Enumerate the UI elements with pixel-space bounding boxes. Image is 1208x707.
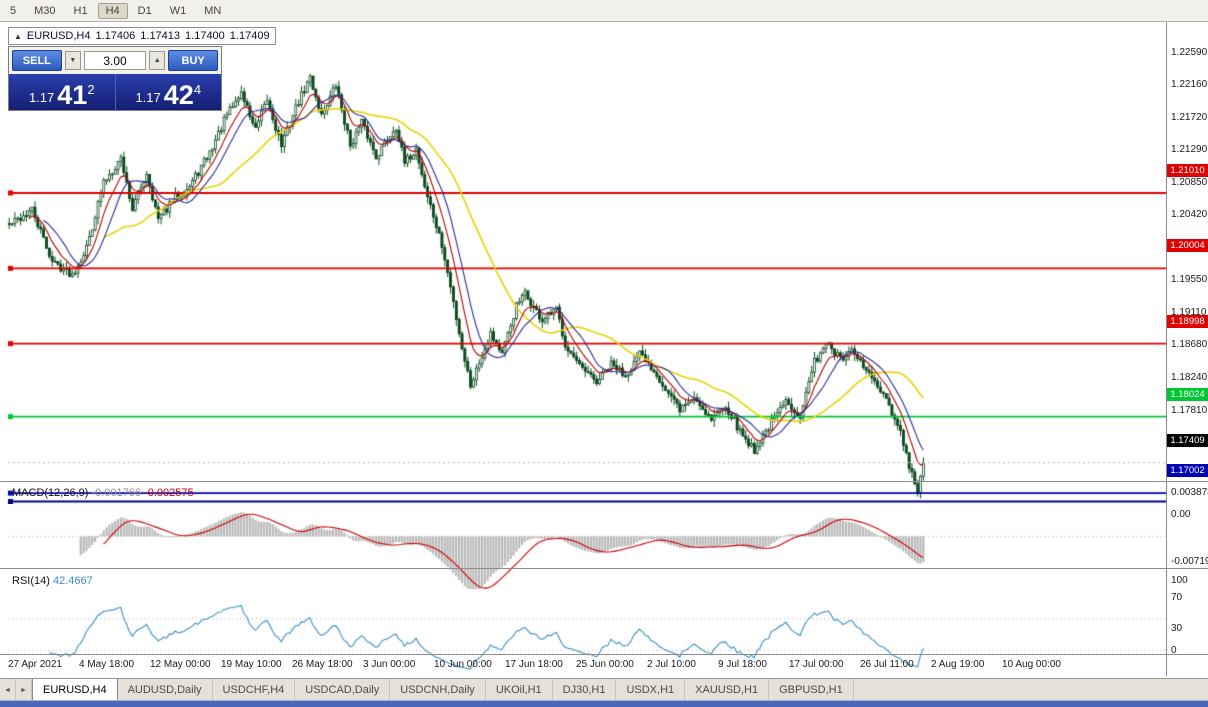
collapse-trade-panel-icon[interactable]: ▲ — [14, 31, 22, 41]
rsi-name: RSI(14) — [12, 575, 50, 587]
lot-decrease-button[interactable]: ▼ — [64, 51, 81, 70]
sell-price-display[interactable]: 1.17 41 2 — [9, 74, 115, 110]
time-axis-label: 12 May 00:00 — [150, 659, 211, 670]
tab-gbpusd-h1[interactable]: GBPUSD,H1 — [769, 679, 854, 701]
ohlc-close: 1.17409 — [229, 30, 270, 42]
price-axis-tick: 1.22160 — [1171, 78, 1208, 90]
tab-usdcad-daily[interactable]: USDCAD,Daily — [295, 679, 391, 701]
price-chart-canvas[interactable] — [0, 50, 1166, 504]
hline-price-tag: 1.21010 — [1167, 164, 1208, 177]
macd-axis-label: 0.003873 — [1171, 487, 1208, 498]
price-axis-tick: 1.19110 — [1171, 307, 1207, 319]
hline-price-tag: 1.18998 — [1167, 314, 1208, 328]
buy-price-fraction: 4 — [193, 82, 202, 97]
price-axis-tick: 1.21720 — [1171, 111, 1208, 123]
macd-name: MACD(12,26,9) — [12, 487, 89, 499]
timeframe-button-mn[interactable]: MN — [204, 4, 222, 17]
tab-audusd-daily[interactable]: AUDUSD,Daily — [118, 679, 213, 701]
tab-usdx-h1[interactable]: USDX,H1 — [616, 679, 686, 701]
time-axis-label: 10 Aug 00:00 — [1002, 659, 1061, 670]
timeframe-button-h4[interactable]: H4 — [97, 2, 128, 19]
price-axis-tick: 1.19550 — [1171, 274, 1208, 286]
buy-price-prefix: 1.17 — [135, 90, 161, 105]
rsi-axis-label: 100 — [1171, 575, 1188, 586]
lot-size-input[interactable] — [84, 51, 146, 70]
panel-separator — [0, 481, 1208, 482]
sell-price-prefix: 1.17 — [28, 90, 55, 105]
time-axis-label: 27 Apr 2021 — [8, 659, 62, 670]
macd-signal-value: -0.002575 — [144, 487, 194, 499]
time-axis-label: 2 Aug 19:00 — [931, 659, 985, 670]
tab-xauusd-h1[interactable]: XAUUSD,H1 — [685, 679, 770, 701]
price-axis-tick: 1.21290 — [1171, 144, 1208, 156]
hline-price-tag: 1.17002 — [1167, 464, 1208, 478]
lot-increase-button[interactable]: ▲ — [149, 51, 166, 70]
sell-price-fraction: 2 — [87, 82, 95, 97]
buy-price-pips: 42 — [163, 79, 194, 110]
price-axis-tick: 1.20850 — [1171, 176, 1208, 188]
panel-separator — [0, 654, 1208, 655]
chart-window — [0, 22, 1208, 678]
timeframe-button-h1[interactable]: H1 — [73, 4, 88, 17]
time-axis-label: 17 Jun 18:00 — [505, 659, 563, 670]
rsi-axis-label: 30 — [1171, 623, 1183, 635]
time-axis-label: 9 Jul 18:00 — [718, 659, 767, 670]
price-axis-separator — [1166, 22, 1167, 676]
macd-indicator-canvas[interactable] — [0, 508, 1166, 589]
price-axis-tick: 1.20420 — [1171, 209, 1208, 221]
price-axis-tick: 1.18680 — [1171, 339, 1208, 351]
tab-scroll-right-icon[interactable]: ► — [16, 679, 32, 701]
price-axis-tick: 1.18240 — [1171, 372, 1208, 384]
timeframe-button-m30[interactable]: M30 — [34, 4, 56, 17]
buy-price-display[interactable]: 1.17 42 4 — [116, 74, 222, 110]
tab-dj30-h1[interactable]: DJ30,H1 — [553, 679, 617, 701]
sell-button[interactable]: SELL — [12, 50, 62, 71]
macd-main-value: -0.001766 — [91, 487, 142, 499]
time-axis-label: 26 Jul 11:00 — [860, 659, 914, 670]
time-axis-label: 26 May 18:00 — [292, 659, 353, 670]
rsi-axis-label: 0 — [1171, 645, 1177, 656]
timeframe-button-5[interactable]: 5 — [10, 4, 17, 17]
horizontal-scrollbar[interactable] — [0, 700, 1208, 707]
rsi-axis-label: 70 — [1171, 591, 1183, 603]
tab-ukoil-h1[interactable]: UKOil,H1 — [486, 679, 553, 701]
timeframe-toolbar: 5 M30 H1 H4 D1 W1 MN — [0, 0, 1208, 22]
macd-axis-label: -0.00719 — [1171, 556, 1208, 567]
chart-tab-bar: ◄ ► EURUSD,H4 AUDUSD,Daily USDCHF,H4 USDCAD… — [0, 678, 1208, 701]
chart-symbol-label: EURUSD,H4 — [26, 30, 91, 42]
time-axis-label: 19 May 10:00 — [221, 659, 282, 670]
tab-eurusd-h4[interactable]: EURUSD,H4 — [32, 679, 118, 701]
price-axis-tick: 1.17810 — [1171, 404, 1208, 416]
time-axis-label: 10 Jun 00:00 — [434, 659, 492, 670]
timeframe-button-d1[interactable]: D1 — [137, 4, 152, 17]
tab-scroll-left-icon[interactable]: ◄ — [0, 679, 16, 701]
rsi-indicator-canvas[interactable] — [0, 595, 1166, 675]
price-divider — [114, 74, 116, 110]
ohlc-open: 1.17406 — [95, 30, 136, 42]
rsi-value: 42.4667 — [52, 575, 93, 587]
panel-separator — [0, 568, 1208, 569]
price-axis-tick: 1.22590 — [1171, 46, 1208, 58]
time-axis-label: 3 Jun 00:00 — [363, 659, 416, 670]
buy-button[interactable]: BUY — [168, 50, 218, 71]
timeframe-button-w1[interactable]: W1 — [169, 4, 187, 17]
ohlc-low: 1.17400 — [185, 30, 225, 42]
time-axis-label: 2 Jul 10:00 — [647, 659, 696, 670]
time-axis-label: 25 Jun 00:00 — [576, 659, 634, 670]
macd-axis-label: 0.00 — [1171, 509, 1191, 521]
hline-price-tag: 1.20004 — [1167, 239, 1208, 253]
tab-usdchf-h4[interactable]: USDCHF,H4 — [213, 679, 296, 701]
sell-price-pips: 41 — [57, 79, 88, 110]
time-axis-label: 4 May 18:00 — [79, 659, 135, 670]
hline-price-tag: 1.18024 — [1167, 387, 1208, 401]
ohlc-high: 1.17413 — [140, 30, 181, 42]
rsi-indicator-label: RSI(14) 42.4667 — [12, 575, 93, 587]
macd-indicator-label: MACD(12,26,9) -0.001766 -0.002575 — [12, 487, 194, 499]
time-axis-label: 17 Jul 00:00 — [789, 659, 844, 670]
tab-usdcnh-daily[interactable]: USDCNH,Daily — [390, 679, 486, 701]
chart-ohlc-readout: ▲ EURUSD,H4 1.17406 1.17413 1.17400 1.17… — [8, 27, 276, 45]
current-price-tag: 1.17409 — [1167, 433, 1208, 447]
